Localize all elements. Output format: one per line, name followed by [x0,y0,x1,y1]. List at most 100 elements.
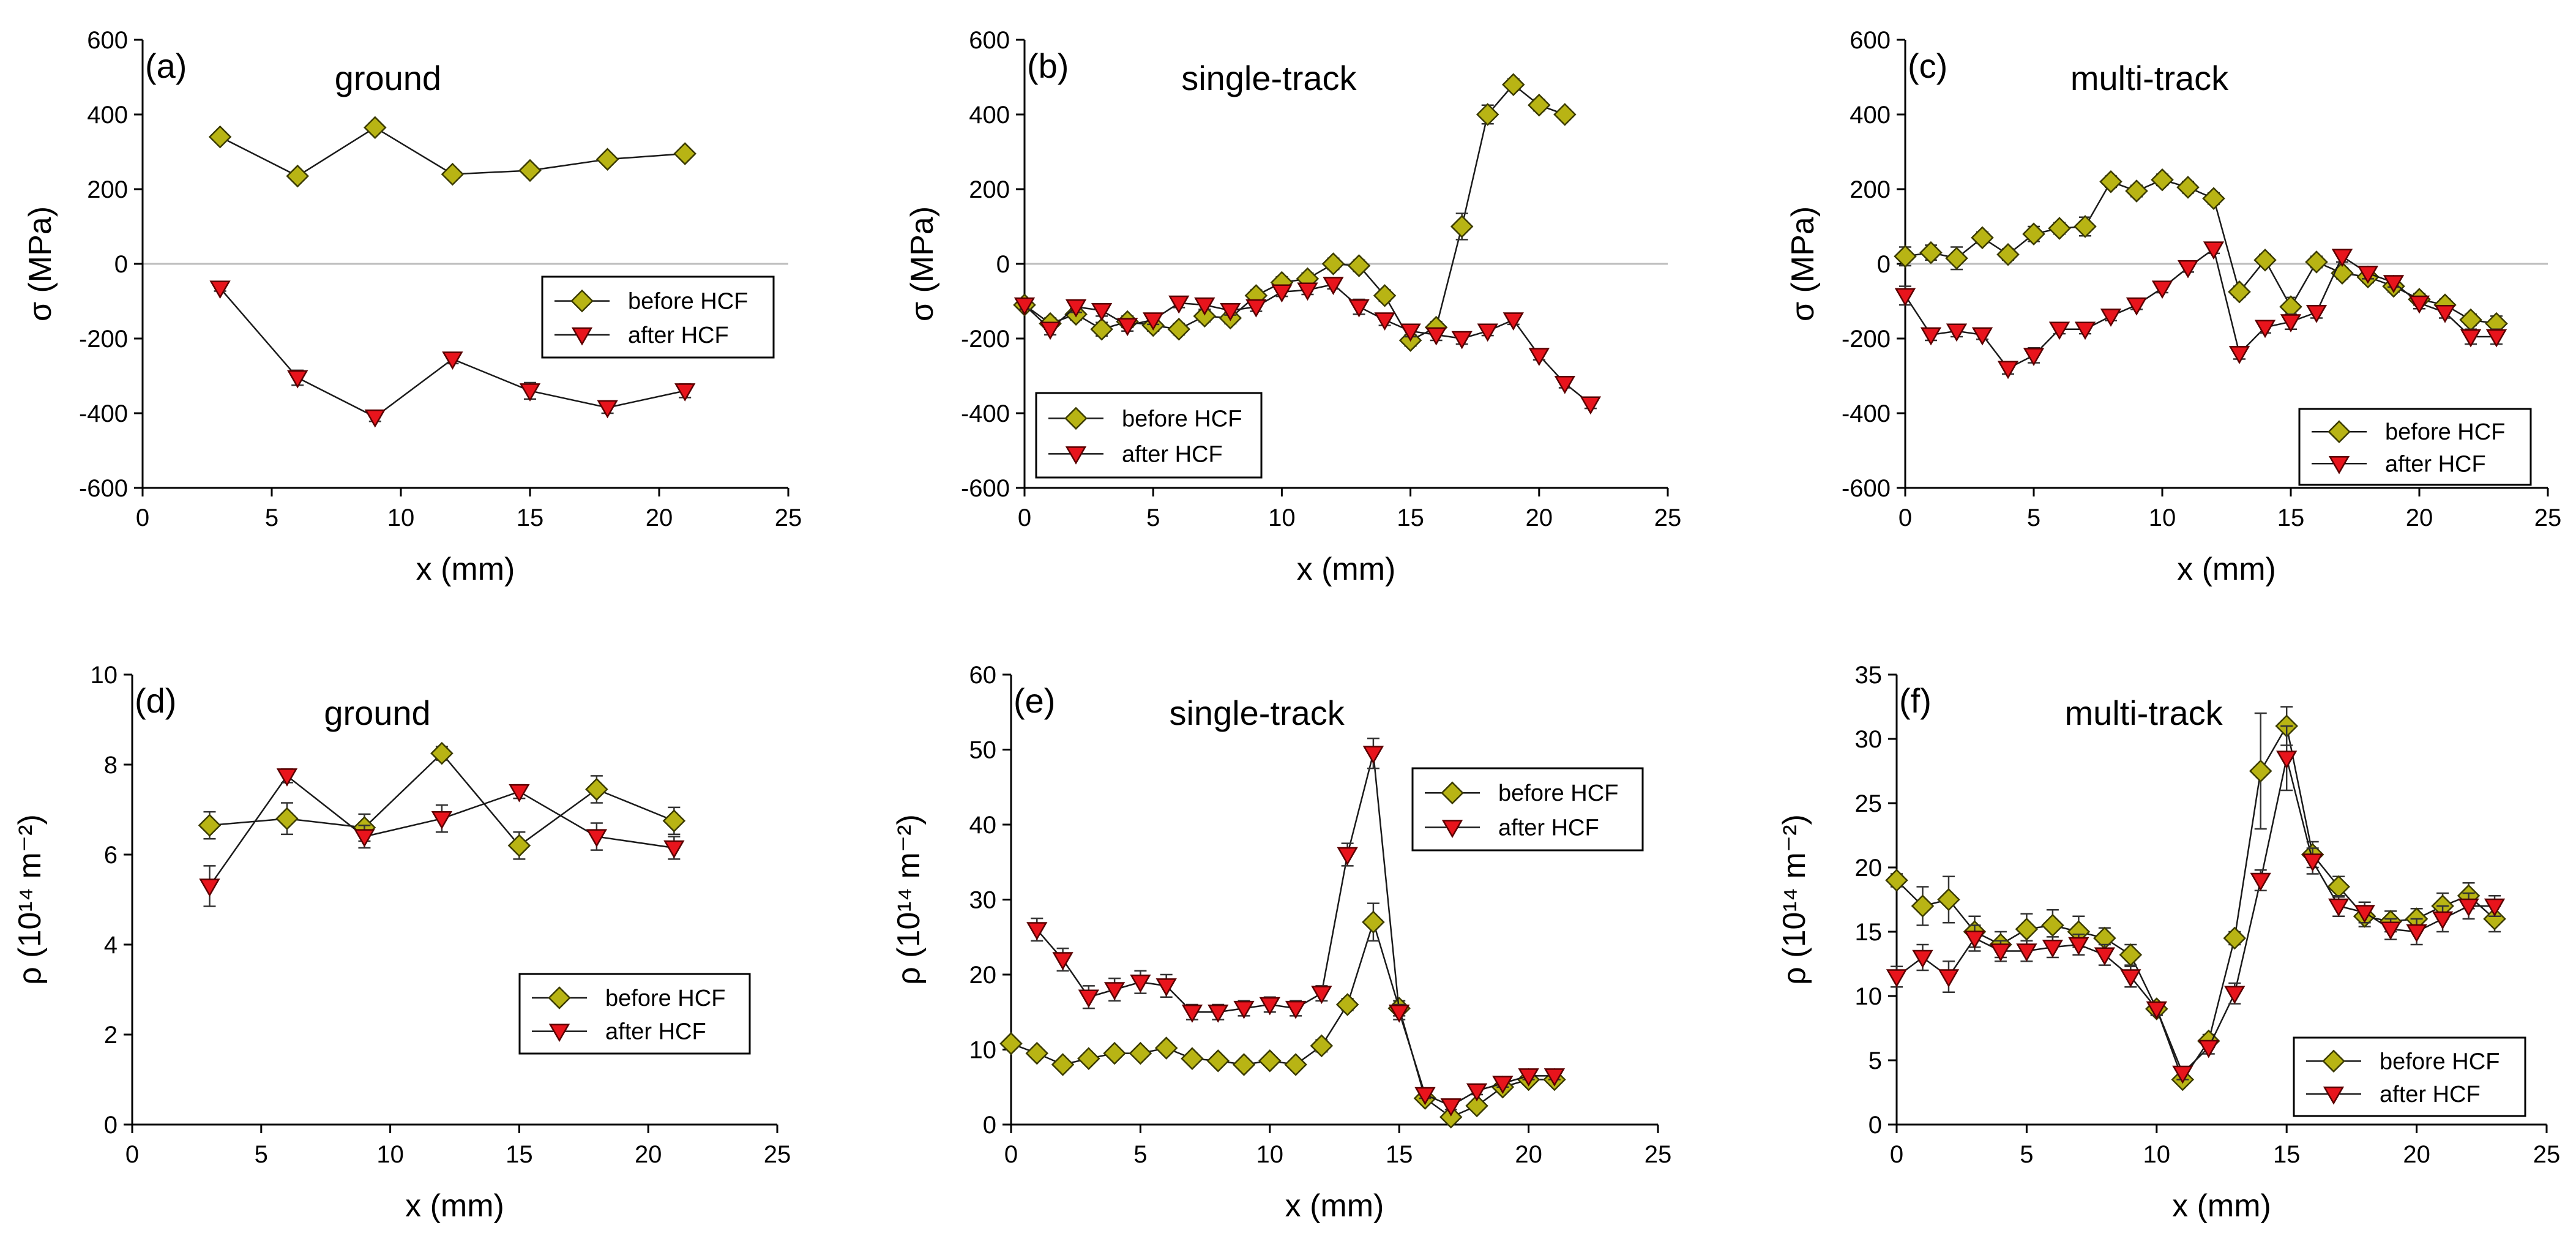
x-tick-label: 15 [517,504,544,531]
data-point [2042,939,2064,958]
y-tick-label: 0 [1869,1112,1882,1139]
x-tick-label: 20 [635,1141,662,1168]
data-point [1920,327,1942,346]
y-tick-label: 600 [87,27,128,54]
y-tick-label: 0 [996,251,1010,278]
panel-letter: (b) [1027,47,1069,85]
legend-marker [1065,446,1087,465]
data-point [1285,1000,1307,1019]
legend-label: after HCF [628,323,729,348]
data-point [1245,299,1267,318]
legend-marker [2322,1049,2345,1073]
data-point [1181,1005,1203,1023]
data-point [1911,894,1935,918]
legend-box [1411,767,1644,852]
x-tick-label: 25 [2534,504,2562,531]
data-point [585,777,608,801]
panel-title: single-track [1181,59,1357,97]
data-point [1362,910,1385,934]
y-tick-label: 0 [1877,251,1891,278]
data-point [1193,304,1217,328]
series-after-hcf [1894,241,2507,380]
data-point [1553,103,1577,126]
data-point [431,811,453,829]
data-point [2434,305,2456,323]
x-tick-label: 25 [2533,1141,2561,1168]
data-point [1439,1105,1463,1129]
data-point [354,829,375,848]
data-point [674,383,696,402]
data-point [1129,1041,1152,1065]
data-point [1143,312,1164,331]
data-point [1181,1047,1204,1070]
data-point [1451,331,1473,350]
data-point [1103,1041,1126,1065]
series-before-hcf [198,741,686,860]
y-tick-label: 8 [104,752,118,779]
data-point [2120,969,2141,988]
data-point [2224,986,2246,1005]
data-point [509,784,530,803]
series-line [1024,283,1591,405]
x-tick-label: 20 [1526,504,1553,531]
y-tick-label: -600 [79,475,128,502]
data-point [1389,1005,1410,1023]
x-axis-label: x (mm) [416,552,515,587]
y-tick-label: 10 [1855,983,1883,1010]
data-point [2094,947,2116,966]
data-point [2048,321,2070,340]
data-point [1946,323,1968,342]
y-tick-label: 0 [983,1112,996,1139]
data-point [2354,905,2375,924]
x-tick-label: 15 [1397,504,1424,531]
legend: before HCF after HCF [541,275,775,359]
data-point [1997,361,2019,380]
legend: before HCF after HCF [518,973,751,1055]
y-tick-label: -200 [961,326,1010,353]
panel-letter: (a) [145,47,187,85]
panel-letter: (d) [135,681,176,720]
x-tick-label: 20 [1515,1141,1542,1168]
y-axis-label: ρ (10¹⁴ m⁻²) [891,814,927,985]
data-point [1258,1049,1282,1073]
data-point [2146,1001,2167,1020]
y-tick-label: 5 [1869,1047,1882,1074]
series-after-hcf [1886,725,2506,1084]
legend-marker [548,986,571,1009]
data-point [1297,282,1318,301]
data-point [208,125,232,149]
x-tick-label: 5 [2027,504,2040,531]
x-tick-label: 0 [1898,504,1912,531]
data-point [1580,396,1602,415]
data-point [1492,1076,1514,1095]
data-point [1335,993,1359,1016]
legend-label: before HCF [2380,1049,2499,1074]
y-tick-label: 6 [104,842,118,869]
series-line [1896,758,2495,1075]
data-point [1168,295,1190,314]
x-tick-label: 10 [2143,1141,2171,1168]
data-point [1990,943,2012,962]
data-point [2068,937,2089,956]
series-after-hcf [1014,277,1602,415]
data-point [1337,847,1358,866]
y-axis-label: σ (MPa) [23,206,58,321]
legend-label: before HCF [2385,419,2505,445]
data-point [2041,913,2064,937]
data-point [2023,348,2045,366]
y-tick-label: 30 [969,887,997,914]
data-point [2254,320,2276,339]
series-before-hcf [1885,706,2506,1092]
data-point [2074,321,2096,340]
data-point [2357,266,2379,284]
data-point [663,840,685,859]
x-tick-label: 25 [1645,1141,1672,1168]
x-tick-label: 15 [2277,504,2305,531]
data-point [1554,375,1576,394]
data-point [595,148,619,171]
data-point [2177,260,2199,279]
data-point [586,829,608,848]
legend-label: before HCF [628,289,748,315]
data-point [1208,1005,1229,1023]
data-point [1971,226,1994,250]
